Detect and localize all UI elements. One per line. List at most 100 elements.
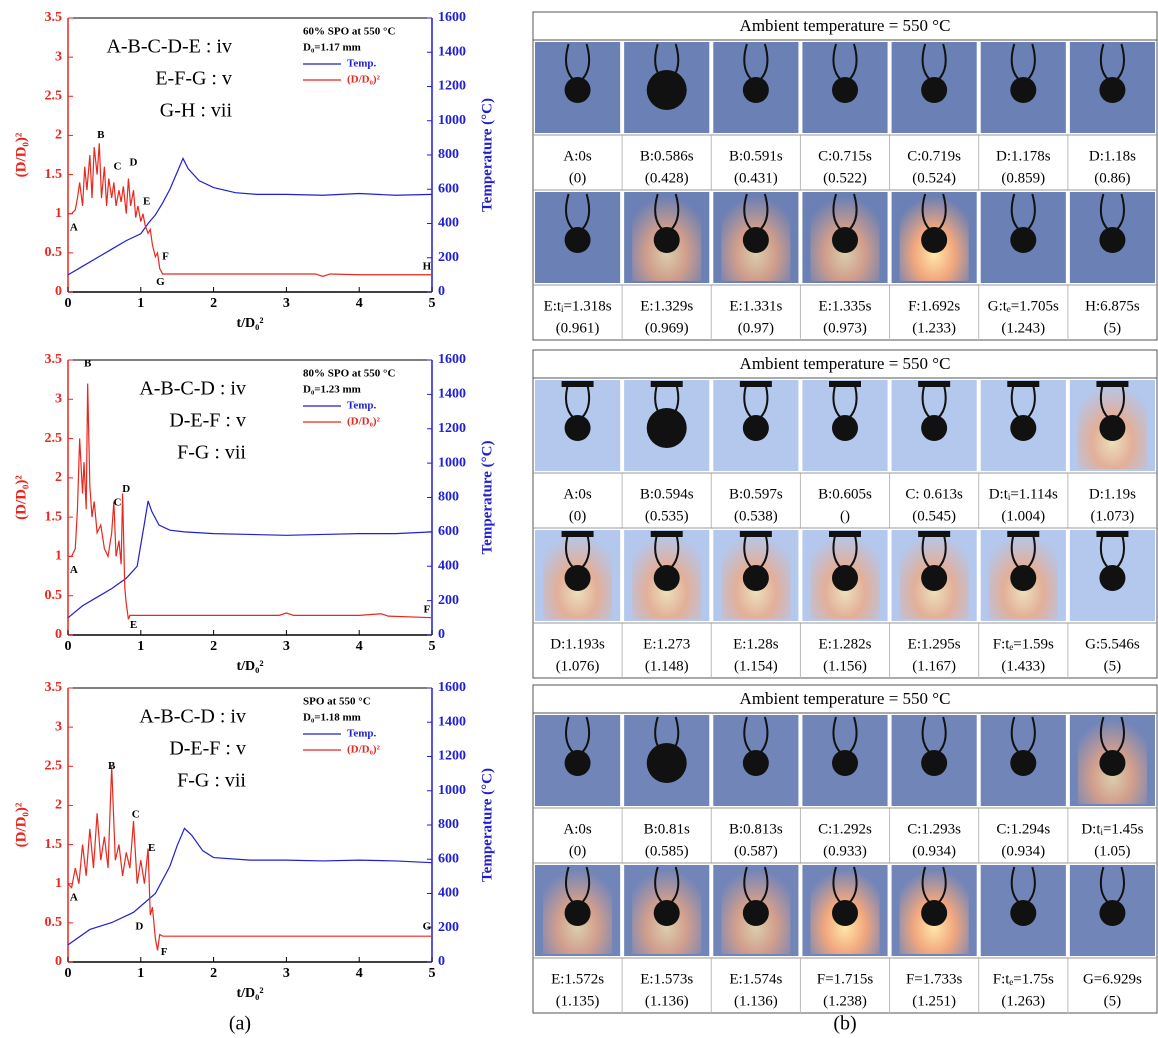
- time-caption: F:tₑ=1.75s: [993, 971, 1054, 987]
- y-tick-label: 3: [55, 719, 62, 734]
- data-line: [67, 500, 433, 619]
- fiber: [921, 716, 947, 754]
- fiber: [1010, 193, 1036, 231]
- y-tick-label: 1.5: [45, 837, 63, 852]
- y2-tick-label: 0: [438, 954, 445, 969]
- y2-tick-label: 800: [438, 817, 459, 832]
- droplet: [1099, 565, 1126, 591]
- ratio-caption: (1.136): [645, 993, 689, 1009]
- x-tick-label: 4: [356, 296, 363, 311]
- y2-tick-label: 1000: [438, 455, 466, 470]
- droplet: [921, 415, 948, 441]
- point-label: B: [108, 760, 116, 772]
- fiber: [564, 43, 591, 81]
- y-tick-label: 3: [55, 49, 62, 64]
- droplet: [921, 77, 948, 103]
- droplet: [564, 415, 591, 441]
- point-label: G: [156, 276, 165, 288]
- y2-tick-label: 0: [438, 284, 445, 299]
- y2-tick-label: 1000: [438, 113, 466, 128]
- fiber: [743, 716, 769, 754]
- time-caption: C:1.292s: [818, 821, 872, 837]
- panel-label: (a): [229, 1013, 251, 1035]
- fiber: [832, 531, 858, 569]
- time-caption: B:0.591s: [729, 148, 783, 164]
- droplet: [742, 415, 769, 441]
- droplet: [564, 750, 591, 776]
- grid-header: Ambient temperature = 550 °C: [740, 689, 951, 708]
- y-axis-label: (D/D₀)²: [13, 132, 29, 177]
- ratio-caption: (0.934): [912, 843, 956, 859]
- time-caption: A:0s: [563, 821, 592, 837]
- x-tick-label: 2: [210, 966, 217, 981]
- y2-tick-label: 1400: [438, 387, 466, 402]
- ratio-caption: (0.522): [823, 170, 867, 186]
- x-tick-label: 5: [429, 639, 436, 654]
- y-tick-label: 1: [55, 206, 62, 221]
- y-tick-label: 3.5: [45, 10, 63, 25]
- x-tick-label: 1: [137, 639, 144, 654]
- ratio-caption: (0.428): [645, 170, 689, 186]
- ratio-caption: (1.238): [823, 993, 867, 1009]
- y-tick-label: 2: [55, 798, 62, 813]
- time-caption: E:1.329s: [640, 298, 693, 314]
- holder: [1007, 381, 1040, 387]
- data-line: [67, 156, 433, 276]
- y-tick-label: 1: [55, 549, 62, 564]
- fiber: [1099, 866, 1126, 904]
- time-caption: E:tᵢ=1.318s: [544, 298, 612, 314]
- y-tick-label: 3.5: [45, 680, 63, 695]
- holder: [561, 381, 594, 387]
- point-label: E: [130, 619, 137, 631]
- ratio-caption: (1.135): [556, 993, 600, 1009]
- droplet: [921, 750, 948, 776]
- phase-label: F-G : vii: [177, 770, 246, 792]
- ratio-caption: (0.538): [734, 508, 778, 524]
- data-line: [68, 143, 432, 277]
- y-tick-label: 3.5: [45, 352, 63, 367]
- fiber: [921, 866, 947, 904]
- ratio-caption: (1.243): [1001, 320, 1045, 336]
- fiber: [654, 866, 680, 904]
- fiber: [921, 381, 947, 419]
- fiber: [832, 866, 858, 904]
- ratio-caption: (): [840, 508, 850, 524]
- data-line: [67, 827, 433, 946]
- fiber: [832, 716, 858, 754]
- y2-tick-label: 400: [438, 886, 459, 901]
- ratio-caption: (1.156): [823, 658, 867, 674]
- ratio-caption: (1.073): [1091, 508, 1135, 524]
- fiber: [1099, 531, 1126, 569]
- legend-title: 60% SPO at 550 °C: [303, 26, 395, 38]
- fiber: [1010, 531, 1036, 569]
- fiber: [654, 193, 680, 231]
- droplet: [921, 227, 948, 253]
- droplet: [742, 227, 769, 253]
- point-label: C: [114, 160, 122, 172]
- x-tick-label: 3: [283, 966, 290, 981]
- time-caption: E:1.573s: [640, 971, 693, 987]
- droplet: [832, 415, 858, 441]
- ratio-caption: (1.263): [1001, 993, 1045, 1009]
- time-caption: B:0.81s: [644, 821, 690, 837]
- fiber: [1099, 381, 1126, 419]
- droplet: [564, 77, 591, 103]
- fiber: [743, 193, 769, 231]
- droplet: [646, 70, 687, 110]
- time-caption: F=1.715s: [817, 971, 874, 987]
- fiber: [564, 193, 591, 231]
- time-caption: F:1.692s: [908, 298, 960, 314]
- ratio-caption: (1.136): [734, 993, 778, 1009]
- y2-tick-label: 1200: [438, 749, 466, 764]
- y2-tick-label: 200: [438, 250, 459, 265]
- point-label: E: [143, 196, 150, 208]
- time-caption: H:6.875s: [1085, 298, 1140, 314]
- y-tick-label: 1.5: [45, 509, 63, 524]
- phase-label: D-E-F : v: [169, 738, 246, 760]
- droplet: [653, 565, 680, 591]
- x-tick-label: 5: [429, 966, 436, 981]
- ratio-caption: (5): [1104, 993, 1122, 1009]
- time-caption: D:1.178s: [996, 148, 1051, 164]
- point-label: B: [84, 357, 92, 369]
- time-caption: E:1.282s: [819, 636, 872, 652]
